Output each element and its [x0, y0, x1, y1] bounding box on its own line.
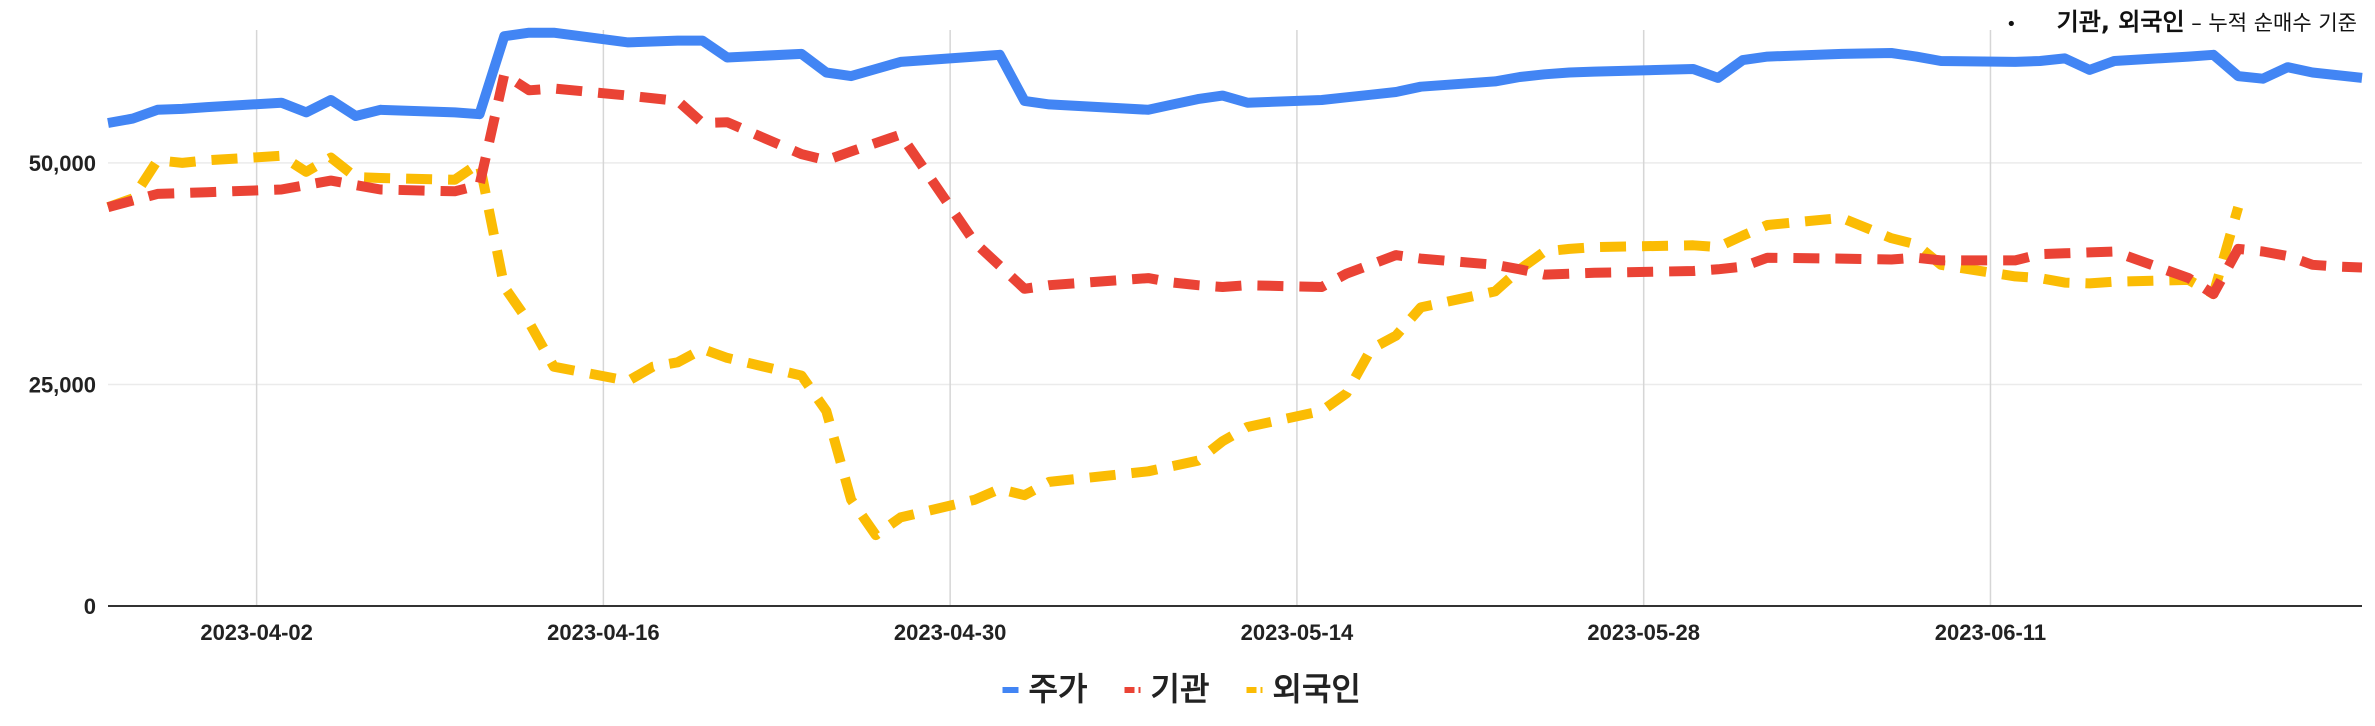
legend-label: 외국인 — [1273, 670, 1361, 708]
legend: 주가 기관 외국인 — [1002, 670, 1361, 708]
note-sub-text: 누적 순매수 기준 — [2208, 11, 2357, 35]
plot-series — [106, 27, 2363, 541]
note-annotation: • 기관, 외국인 – 누적 순매수 기준 — [2006, 2, 2357, 37]
legend-item: 주가 — [1002, 670, 1088, 708]
note-bullet: • — [2006, 13, 2017, 35]
series-line-3 — [106, 150, 2244, 541]
legend-label: 기관 — [1151, 670, 1210, 708]
series-line-1 — [107, 27, 2363, 128]
note-main-text: 기관, 외국인 — [2056, 8, 2185, 36]
series-line-2 — [106, 69, 2363, 300]
x-tick-label: 2023-04-30 — [894, 620, 1007, 645]
x-tick-label: 2023-06-11 — [1935, 620, 2046, 645]
x-gridlines — [255, 30, 1992, 606]
y-tick-label: 0 — [84, 594, 96, 619]
y-tick-label: 25,000 — [29, 372, 96, 397]
x-tick-label: 2023-04-02 — [200, 620, 313, 645]
legend-item: 외국인 — [1246, 670, 1361, 708]
y-axis-ticks: 0 25,000 50,000 — [29, 151, 96, 619]
legend-item: 기관 — [1124, 670, 1210, 708]
legend-label: 주가 — [1029, 670, 1088, 708]
x-tick-label: 2023-04-16 — [547, 620, 660, 645]
x-tick-label: 2023-05-14 — [1241, 620, 1354, 645]
x-tick-label: 2023-05-28 — [1587, 620, 1700, 645]
x-axis-ticks: 2023-04-02 2023-04-16 2023-04-30 2023-05-14… — [200, 620, 2046, 645]
note-separator: – — [2184, 11, 2209, 35]
y-tick-label: 50,000 — [29, 151, 96, 176]
